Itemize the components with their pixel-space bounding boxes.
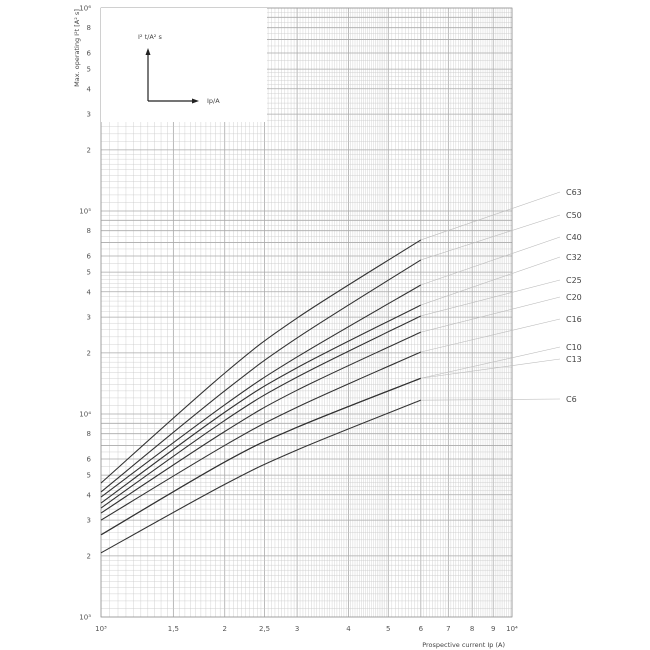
curve-c25 — [100, 315, 422, 509]
curve-c20 — [100, 331, 422, 514]
curves: C63 C50 C40 C32 C25 C20 C16 C10 C13 C6 — [100, 188, 582, 554]
x-tick-label: 10³ — [95, 625, 107, 633]
y-tick-label: 8 — [87, 430, 91, 438]
leader-line-c13 — [420, 358, 561, 379]
y-tick-label: 10⁶ — [79, 5, 91, 13]
leader-line-c40 — [420, 236, 561, 286]
y-tick-label: 6 — [87, 253, 92, 261]
y-tick-label: 3 — [87, 111, 91, 119]
curve-c13 — [100, 377, 422, 536]
y-tick-label: 5 — [87, 472, 91, 480]
y-tick-label: 2 — [87, 552, 91, 560]
y-tick-label: 10⁵ — [79, 208, 91, 216]
y-tick-label: 6 — [87, 50, 92, 58]
y-tick-label: 2 — [87, 349, 91, 357]
y-tick-label: 10⁴ — [79, 411, 91, 419]
x-tick-label: 3 — [295, 625, 299, 633]
curve-c16 — [100, 351, 422, 521]
inset-x-label: Ip/A — [207, 97, 220, 105]
grid — [100, 7, 513, 618]
y-tick-label: 4 — [87, 288, 92, 296]
plot-frame — [100, 7, 513, 618]
series-label-c10: C10 — [566, 343, 582, 352]
curve-c50 — [100, 259, 422, 493]
inset-y-arrowhead-icon — [145, 48, 151, 55]
x-tick-label: 7 — [446, 625, 450, 633]
y-tick-label: 4 — [87, 491, 92, 499]
inset-x-arrowhead-icon — [192, 98, 199, 104]
y-tick-label: 6 — [87, 456, 92, 464]
series-label-c20: C20 — [566, 293, 582, 302]
y-tick-label: 5 — [87, 66, 91, 74]
leader-line-c50 — [420, 214, 561, 261]
leader-line-c10 — [420, 346, 561, 379]
x-tick-label: 10⁴ — [506, 625, 518, 633]
x-tick-label: 2,5 — [259, 625, 270, 633]
y-tick-label: 8 — [87, 227, 91, 235]
leader-line-c63 — [420, 191, 561, 241]
inset-y-label: I² t/A² s — [138, 33, 162, 41]
curve-c63 — [100, 239, 422, 484]
y-tick-label: 5 — [87, 269, 91, 277]
y-tick-label: 3 — [87, 517, 91, 525]
y-tick-label: 3 — [87, 314, 91, 322]
curve-c6 — [100, 399, 422, 554]
series-label-c32: C32 — [566, 253, 582, 262]
series-label-c40: C40 — [566, 233, 582, 242]
x-axis-title: Prospective current Ip (A) — [422, 641, 505, 649]
x-tick-label: 4 — [346, 625, 351, 633]
series-label-c6: C6 — [566, 395, 577, 404]
y-tick-label: 2 — [87, 146, 91, 154]
leader-line-c16 — [420, 318, 561, 353]
series-label-c16: C16 — [566, 315, 582, 324]
leader-line-c25 — [420, 279, 561, 317]
x-tick-label: 1,5 — [168, 625, 179, 633]
leader-line-c6 — [420, 398, 561, 401]
inset-background — [101, 8, 267, 122]
leader-line-c32 — [420, 256, 561, 306]
y-tick-label: 10³ — [79, 614, 91, 622]
y-tick-label: 8 — [87, 24, 91, 32]
x-tick-label: 9 — [491, 625, 495, 633]
leader-line-c20 — [420, 296, 561, 333]
inset-legend-box: I² t/A² s Ip/A — [101, 8, 267, 122]
x-tick-label: 8 — [470, 625, 474, 633]
curve-c32 — [100, 304, 422, 504]
y-tick-label: 4 — [87, 85, 92, 93]
series-label-c13: C13 — [566, 355, 582, 364]
x-tick-label: 2 — [222, 625, 226, 633]
series-label-c50: C50 — [566, 211, 582, 220]
curve-c40 — [100, 284, 422, 498]
series-label-c25: C25 — [566, 276, 582, 285]
series-label-c63: C63 — [566, 188, 582, 197]
tick-labels: 10³ 1,5 2 2,5 3 4 5 6 7 8 9 10⁴ 10³ 2 3 4 5 6 8 10⁴ 2 3 4 5 6 8 10… — [79, 5, 518, 634]
x-tick-label: 6 — [419, 625, 424, 633]
y-axis-title: Max. operating I²t [A² s] — [73, 9, 81, 87]
x-tick-label: 5 — [386, 625, 390, 633]
